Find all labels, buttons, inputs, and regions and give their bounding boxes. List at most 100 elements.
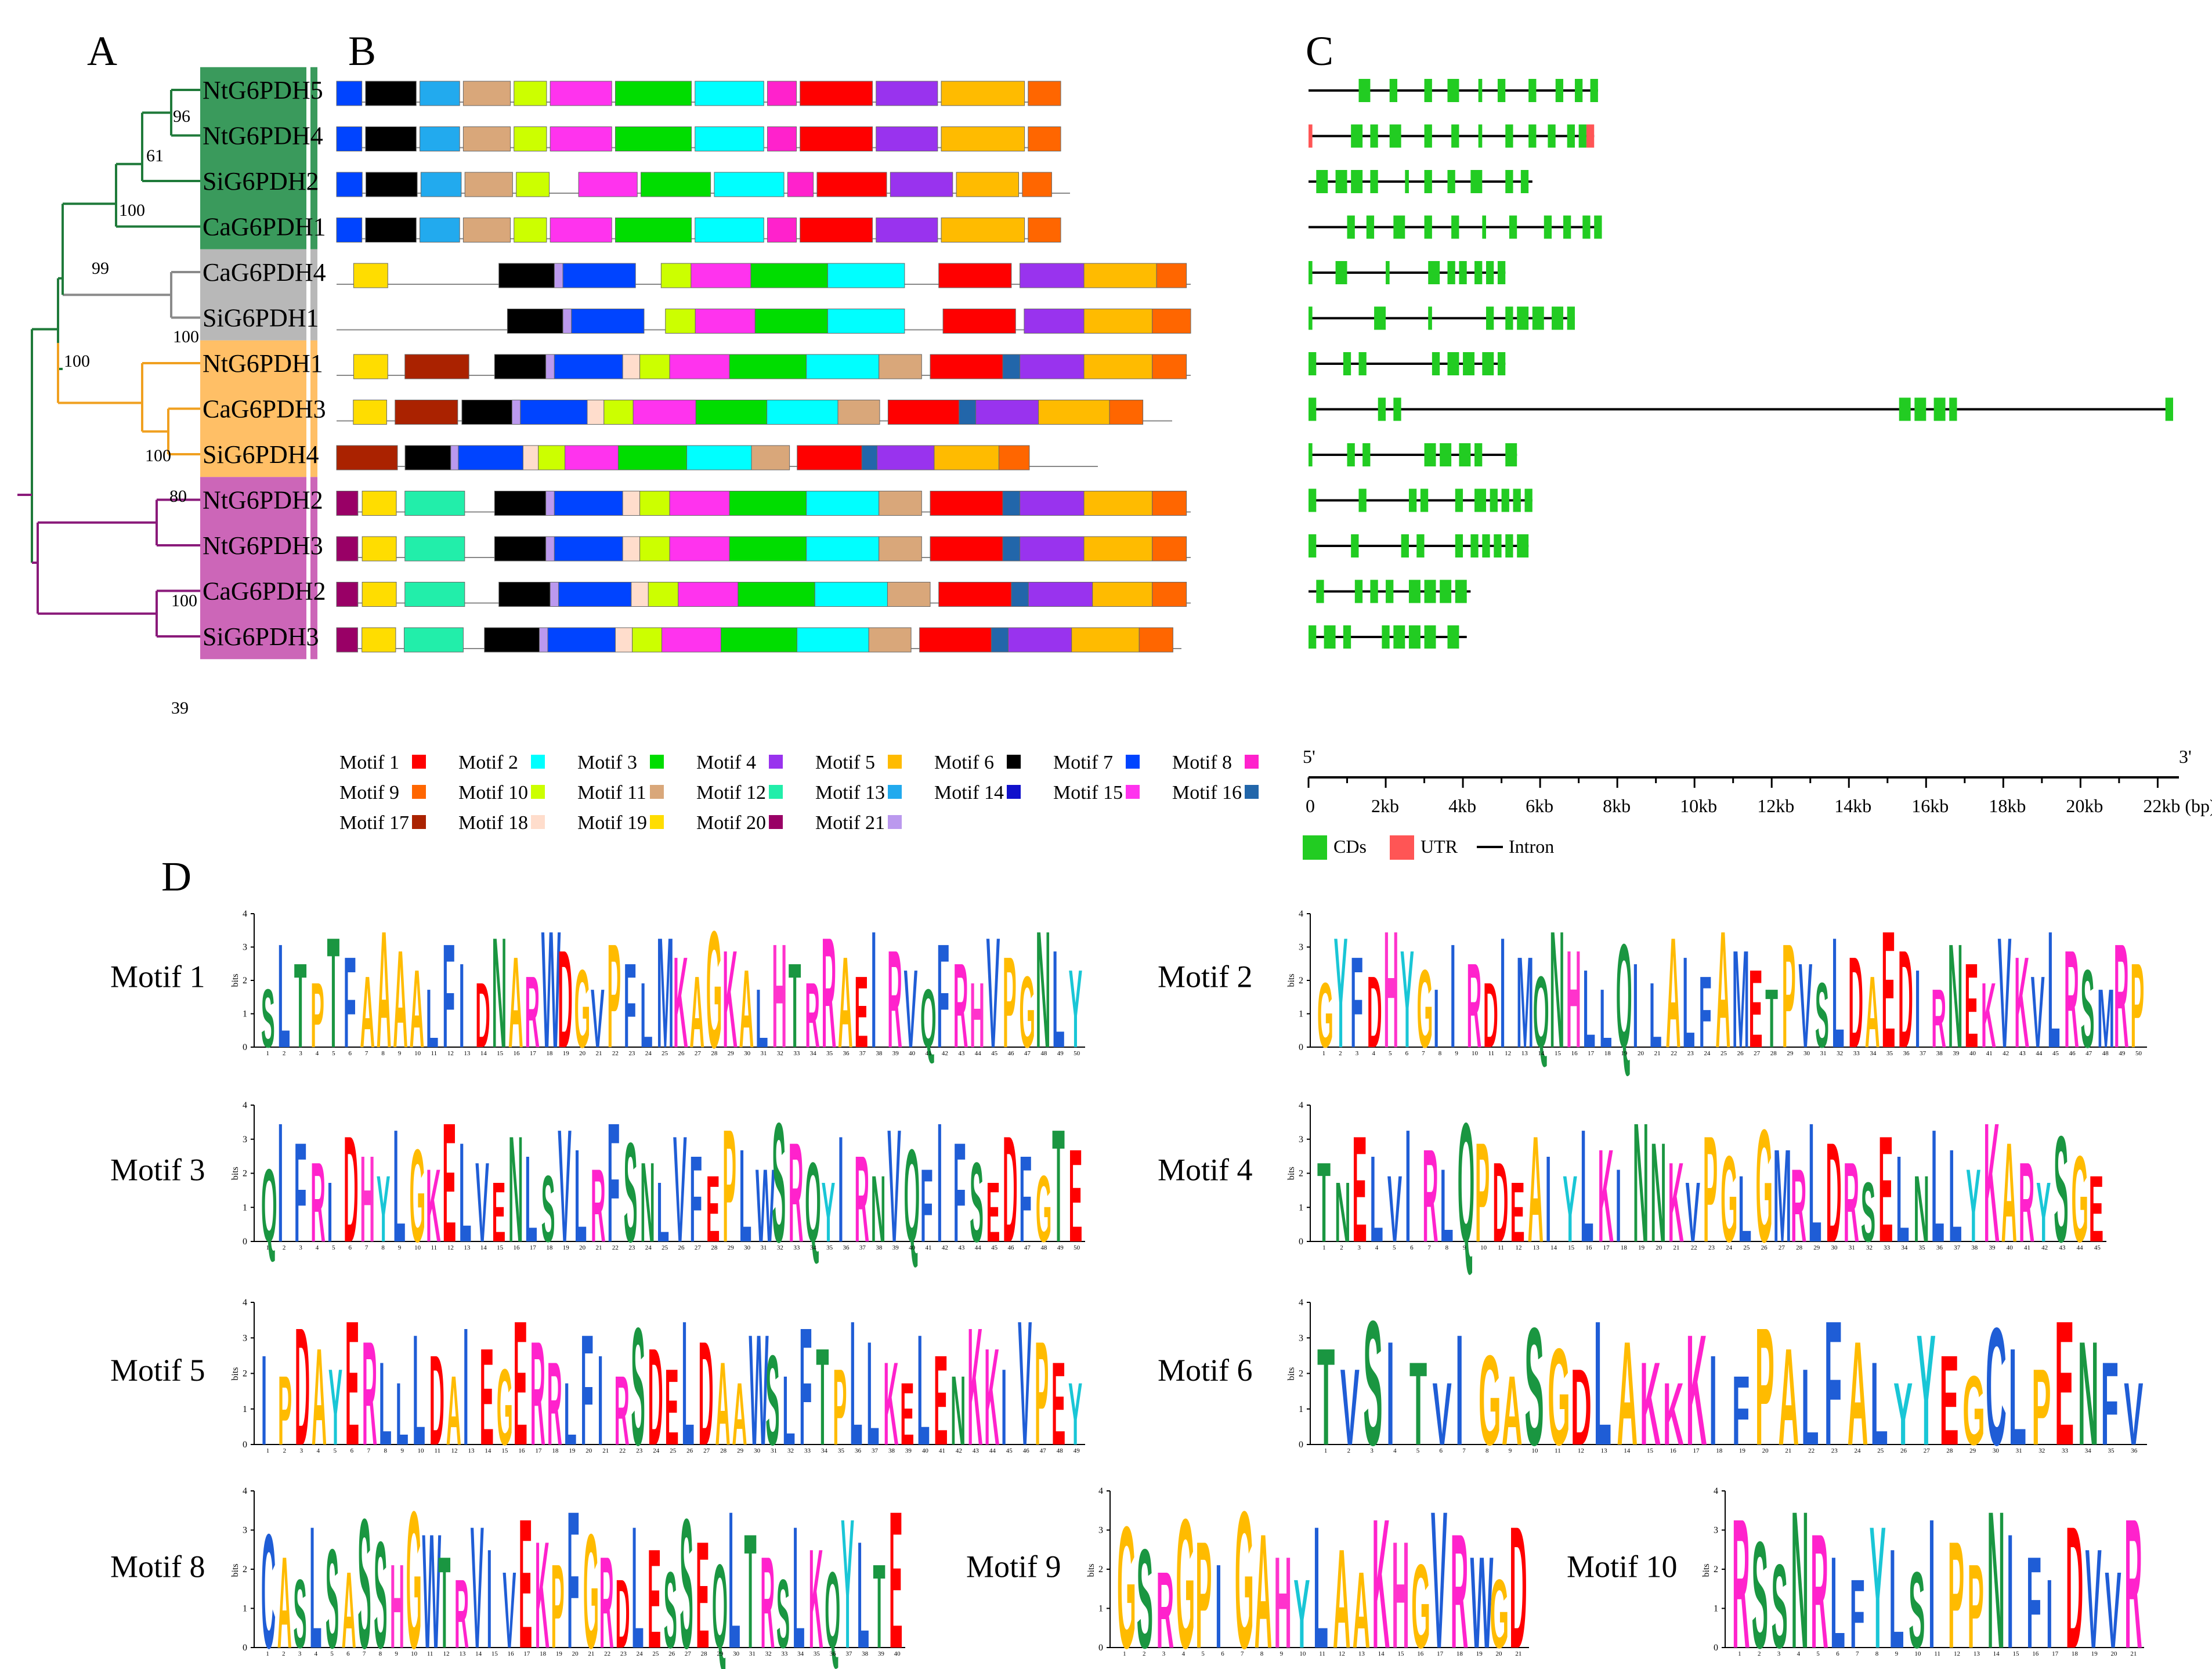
motif-box-15 [678,582,738,607]
cds-exon [1409,580,1421,603]
motif-box-3 [696,400,767,425]
logo-position-label: 6 [349,1244,352,1251]
logo-axis-tick-label: 2 [243,1169,247,1179]
logo-position-label: 42 [2041,1244,2048,1251]
motif-box-8 [787,172,813,197]
cds-exon [1428,261,1440,284]
motif-legend-swatch [1126,755,1140,769]
logo-position-label: 19 [1739,1447,1746,1454]
motif-legend-label: Motif 17 [339,812,409,834]
logo-letter: L [1313,1491,1328,1669]
cds-exon [1509,216,1517,239]
motif-box-3 [729,537,806,561]
motif-box-20 [337,491,358,516]
logo-letter: R [599,1530,614,1669]
cds-exon [1370,170,1378,193]
logo-position-label: 3 [1777,1650,1781,1657]
motif-box-7 [548,628,615,652]
logo-position-label: 17 [1603,1244,1610,1251]
motif-box-8 [768,81,797,106]
logo-position-label: 6 [1405,1050,1409,1057]
motif-box-15 [670,537,729,561]
cds-exon [1378,398,1386,421]
logo-axis-tick-label: 4 [243,909,247,919]
logo-position-label: 12 [1578,1447,1584,1454]
motif-box-19 [362,491,396,516]
motif-box-9 [1152,582,1187,607]
logo-position-label: 2 [1347,1447,1351,1454]
logo-letter: L [631,1491,644,1669]
logo-position-label: 12 [1516,1244,1522,1251]
motif-box-10 [648,582,678,607]
gene-name: SiG6PDH1 [203,304,319,332]
logo-position-label: 29 [737,1447,744,1454]
motif-box-2 [807,537,879,561]
logo-position-label: 40 [909,1244,916,1251]
logo-axis-tick-label: 1 [1299,1404,1303,1414]
logo-axis-tick-label: 3 [1299,1333,1303,1343]
cds-exon [1949,398,1957,421]
scale-tick-label: 12kb [1757,795,1794,816]
logo-position-label: 7 [367,1447,371,1454]
scale-tick-label: 2kb [1371,795,1399,816]
logo-position-label: 37 [1954,1244,1961,1251]
logo-position-label: 8 [1875,1650,1879,1657]
logo-position-label: 49 [1057,1244,1064,1251]
logo-position-label: 9 [395,1650,398,1657]
logo-position-label: 17 [523,1650,530,1657]
logo-position-label: 9 [1895,1650,1899,1657]
motif-box-18 [631,582,648,607]
logo-position-label: 34 [1870,1050,1877,1057]
cds-exon [1567,125,1575,148]
motif-box-9 [1022,172,1052,197]
logo-letter: D [1509,1491,1527,1669]
logo-position-label: 43 [973,1447,980,1454]
logo-position-label: 45 [2052,1050,2059,1057]
logo-position-label: 35 [814,1650,821,1657]
motif-legend-swatch [769,785,783,799]
logo-position-label: 32 [777,1050,783,1057]
logo-position-label: 16 [1417,1650,1424,1657]
logo-position-label: 6 [1836,1650,1839,1657]
logo-position-label: 8 [1260,1650,1264,1657]
motif-box-5 [1084,354,1152,379]
sequence-logos: Motif 101234bits S1 L2 T3 P4 T5 F6 A7 A8 A9 A10 L11… [110,897,2147,1669]
logo-position-label: 8 [381,1050,385,1057]
cds-exon [1432,352,1440,375]
logo-position-label: 31 [2016,1447,2022,1454]
cds-exon [1575,79,1582,102]
logo-axis-tick-label: 0 [243,1042,247,1052]
cds-exon [1486,261,1494,284]
cds-exon [1309,443,1313,466]
logo-position-label: 40 [909,1050,916,1057]
logo-position-label: 37 [872,1447,879,1454]
logo-position-label: 1 [1324,1447,1328,1454]
scale-tick-label: 18kb [1989,795,2026,816]
logo-position-label: 30 [1993,1447,2000,1454]
motif-box-3 [755,309,827,334]
logo-position-label: 41 [2024,1244,2030,1251]
logo-position-label: 9 [401,1447,404,1454]
logo-letter: C [261,1501,276,1669]
cds-exon [1474,261,1482,284]
logo-position-label: 12 [447,1050,454,1057]
scale-tick-label: 4kb [1448,795,1476,816]
logo-axis-tick-label: 4 [243,1100,247,1110]
logo-position-label: 22 [1808,1447,1815,1454]
motif-box-10 [640,491,670,516]
cds-exon [1309,534,1316,557]
logo-position-label: 23 [628,1244,635,1251]
logo-letter: K [1372,1481,1390,1669]
logo-position-label: 3 [298,1650,302,1657]
motif-box-7 [337,172,362,197]
logo-position-label: 49 [1057,1050,1064,1057]
logo-position-label: 17 [1588,1050,1595,1057]
motif-box-7 [563,263,635,288]
logo-position-label: 44 [975,1244,982,1251]
motif-box-10 [640,537,670,561]
logo-position-label: 30 [744,1244,751,1251]
logo-position-label: 28 [711,1050,718,1057]
motif-legend-swatch [1126,785,1140,799]
motif-box-11 [463,218,510,242]
logo-axis-tick-label: 0 [1299,1042,1303,1052]
